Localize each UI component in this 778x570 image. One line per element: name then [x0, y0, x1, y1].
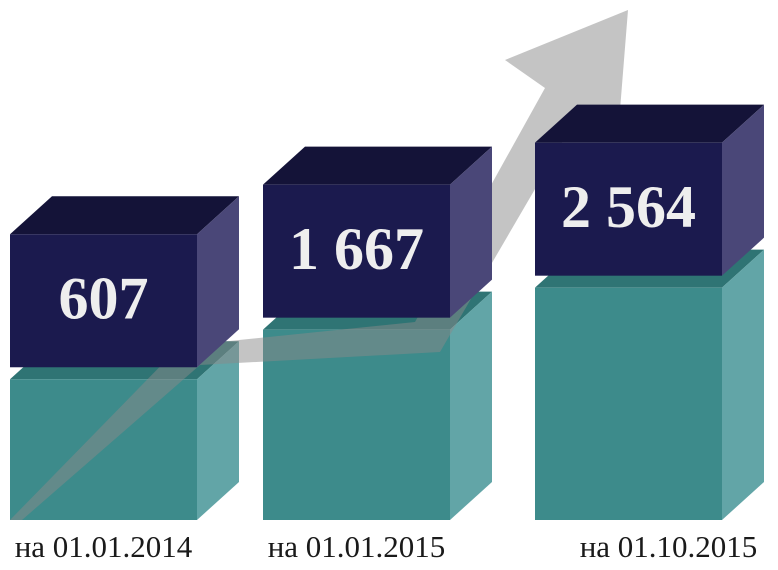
growth-arrow — [10, 10, 628, 520]
value-box — [10, 196, 239, 368]
bar-front — [263, 329, 450, 520]
value-boxes: 607 1 667 2 564 — [10, 104, 764, 368]
value-box-side — [722, 104, 764, 276]
bar-side — [722, 249, 764, 520]
value-label: 2 564 — [561, 174, 696, 240]
value-label: 607 — [59, 266, 149, 332]
value-box — [535, 104, 764, 276]
x-tick-label: на 01.01.2014 — [15, 529, 193, 564]
bar — [535, 249, 764, 520]
bar-side — [197, 341, 239, 520]
value-box-side — [197, 196, 239, 368]
value-box-front — [263, 184, 450, 318]
value-box — [263, 146, 492, 318]
x-tick-label: на 01.01.2015 — [268, 529, 446, 564]
value-box-front — [10, 234, 197, 368]
value-box-top — [263, 146, 492, 185]
bar-side — [450, 291, 492, 520]
value-box-top — [535, 104, 764, 143]
value-box-side — [450, 146, 492, 318]
bar — [263, 291, 492, 520]
value-label: 1 667 — [289, 216, 424, 282]
bar-front — [535, 287, 722, 520]
value-box-front — [535, 142, 722, 276]
x-tick-label: на 01.10.2015 — [580, 529, 758, 564]
value-box-top — [10, 196, 239, 235]
